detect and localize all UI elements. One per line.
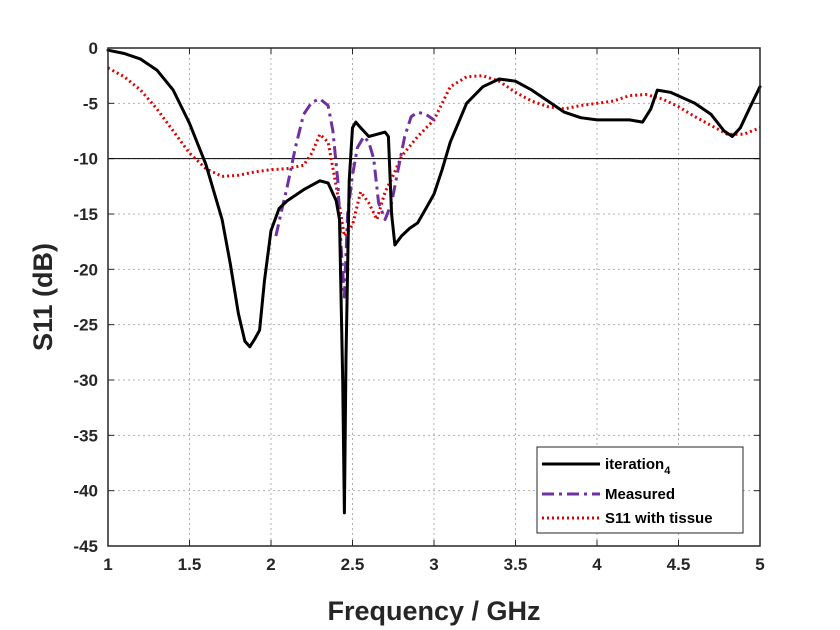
series-line-iteration xyxy=(106,48,762,515)
series-lines xyxy=(106,48,762,515)
x-axis-title: Frequency / GHz xyxy=(327,596,540,626)
x-tick-label: 3.5 xyxy=(504,555,528,574)
legend-label-s11-with-tissue: S11 with tissue xyxy=(605,510,713,527)
series-line-measured xyxy=(274,97,435,299)
y-tick-label: 0 xyxy=(89,39,98,58)
legend-box xyxy=(536,446,744,534)
y-tick-label: -10 xyxy=(73,150,98,169)
x-tick-label: 1.5 xyxy=(178,555,202,574)
y-tick-label: -5 xyxy=(83,94,98,113)
y-axis-title: S11 (dB) xyxy=(28,243,58,351)
x-tick-label: 2 xyxy=(266,555,275,574)
y-tick-label: -20 xyxy=(73,260,98,279)
x-tick-labels: 1 1.5 2 2.5 3 3.5 4 4.5 5 xyxy=(103,555,764,574)
y-tick-labels: 0 -5 -10 -15 -20 -25 -30 -35 -40 -45 xyxy=(73,39,98,556)
legend-label-measured: Measured xyxy=(605,486,675,503)
plot-border xyxy=(107,47,761,547)
y-tick-label: -35 xyxy=(73,426,98,445)
x-tick-label: 3 xyxy=(429,555,438,574)
y-tick-label: -15 xyxy=(73,205,98,224)
x-tick-label: 1 xyxy=(103,555,112,574)
x-tick-label: 2.5 xyxy=(341,555,365,574)
x-tick-label: 5 xyxy=(755,555,764,574)
y-tick-label: -30 xyxy=(73,371,98,390)
y-tick-label: -45 xyxy=(73,537,98,556)
legend-label-iteration: iteration4 xyxy=(605,456,671,477)
y-tick-label: -25 xyxy=(73,316,98,335)
x-tick-label: 4 xyxy=(592,555,602,574)
legend: iteration4 Measured S11 with tissue xyxy=(536,446,744,534)
series-line-s11-with-tissue xyxy=(107,66,761,238)
x-tick-label: 4.5 xyxy=(667,555,691,574)
y-tick-label: -40 xyxy=(73,482,98,501)
